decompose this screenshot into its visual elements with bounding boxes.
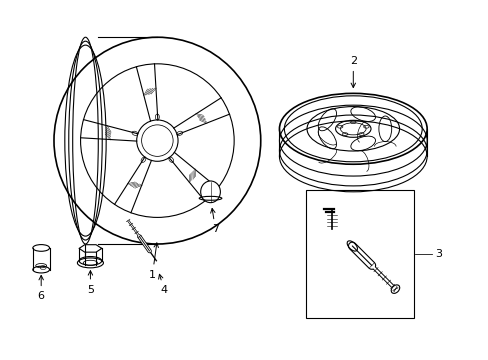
Text: 4: 4	[158, 274, 167, 295]
Text: 7: 7	[210, 208, 219, 234]
Text: 5: 5	[87, 271, 94, 294]
Bar	[305, 190, 413, 318]
Ellipse shape	[390, 285, 399, 293]
Text: 3: 3	[434, 249, 441, 259]
Text: 1: 1	[149, 243, 158, 280]
Text: 6: 6	[38, 275, 44, 301]
Text: 2: 2	[349, 56, 356, 87]
Ellipse shape	[200, 181, 220, 203]
